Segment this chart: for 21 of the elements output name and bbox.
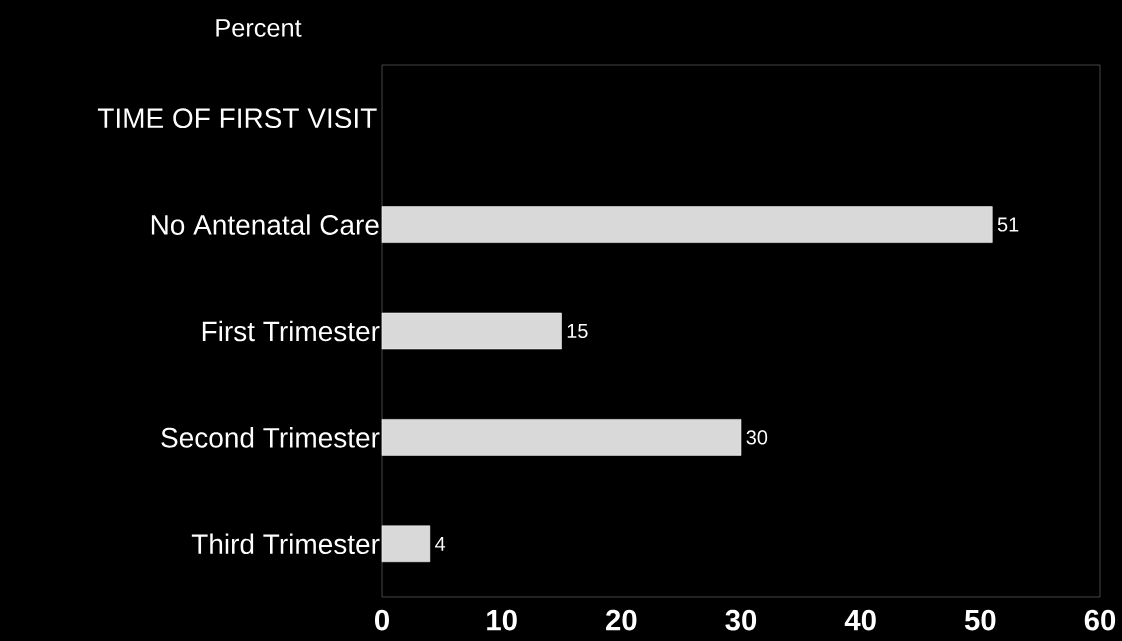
x-tick-label: 10 <box>487 609 517 631</box>
bar <box>381 525 431 563</box>
bar <box>381 206 993 243</box>
chart-title: Percent <box>216 19 302 37</box>
y-tick-label: No Antenatal Care <box>151 214 379 235</box>
data-label: 30 <box>746 430 768 445</box>
bar <box>381 419 742 456</box>
y-tick-label: Second Trimester <box>161 427 380 448</box>
data-label: 4 <box>435 536 446 551</box>
bar <box>381 312 562 350</box>
y-tick-label: Third Trimester <box>191 533 380 555</box>
data-label: 51 <box>997 217 1019 232</box>
x-tick-label: 20 <box>606 609 637 631</box>
x-tick-label: 50 <box>964 609 996 631</box>
x-tick-label: 30 <box>725 609 757 631</box>
x-tick-label: 0 <box>375 609 389 631</box>
y-tick-label: First Trimester <box>202 320 380 342</box>
x-tick-label: 40 <box>844 609 876 631</box>
data-label: 15 <box>567 324 588 338</box>
y-axis-title: TIME OF FIRST VISIT <box>97 108 377 129</box>
x-tick-label: 60 <box>1084 609 1116 631</box>
